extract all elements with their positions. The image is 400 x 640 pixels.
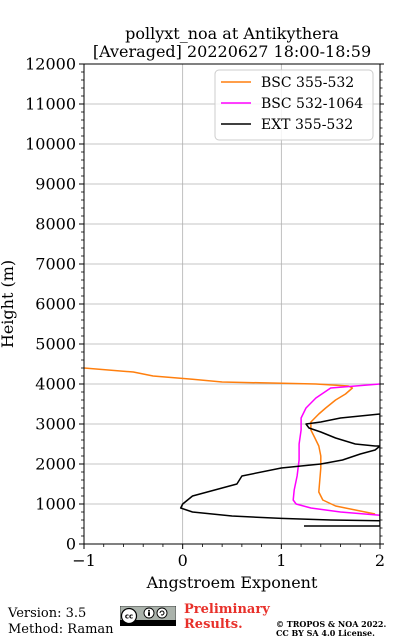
series-line-ext-355-532 [179,413,380,527]
legend-label: BSC 355-532 [261,75,354,91]
y-tick-label: 1000 [35,495,76,514]
x-tick-label: 1 [276,551,286,570]
legend: BSC 355-532 BSC 532-1064 EXT 355-532 [214,69,374,141]
x-axis-label: Angstroem Exponent [146,573,318,592]
data-curves [84,367,380,527]
y-tick-label: 9000 [35,175,76,194]
series-line-bsc-532-1064 [292,383,380,516]
y-tick-label: 0 [66,535,76,554]
legend-box [214,69,374,141]
series-line-bsc-355-532 [84,367,376,515]
preliminary-results-note: Preliminary Results. [184,602,270,632]
chart-title: pollyxt_noa at Antikythera [125,24,339,43]
y-tick-label: 4000 [35,375,76,394]
cc-license-badge: cc [120,606,176,626]
method-text: Method: Raman [8,622,114,637]
y-tick-label: 5000 [35,335,76,354]
copyright-line-2: CC BY SA 4.0 License. [276,628,375,638]
sa-icon [156,607,168,619]
x-tick-label: −1 [72,551,96,570]
legend-label: EXT 355-532 [261,117,353,133]
x-tick-label: 2 [375,551,385,570]
chart-subtitle: [Averaged] 20220627 18:00-18:59 [93,42,371,61]
copyright-note: © TROPOS & NOA 2022. CC BY SA 4.0 Licens… [276,620,386,638]
y-tick-label: 12000 [25,55,76,74]
y-tick-label: 11000 [25,95,76,114]
preliminary-line-2: Results. [184,617,243,632]
y-tick-label: 10000 [25,135,76,154]
y-axis-label: Height (m) [0,260,17,348]
legend-label: BSC 532-1064 [261,96,363,112]
x-tick-label: 0 [178,551,188,570]
y-tick-label: 8000 [35,215,76,234]
y-tick-label: 2000 [35,455,76,474]
cc-icon [120,607,138,625]
svg-text:cc: cc [125,613,133,621]
y-tick-label: 3000 [35,415,76,434]
version-text: Version: 3.5 [8,606,87,621]
copyright-line-1: © TROPOS & NOA 2022. [276,619,387,629]
y-tick-label: 7000 [35,255,76,274]
axis-ticks: 0 1000 2000 3000 4000 5000 6000 7000 8000 9000 100… [25,55,385,571]
preliminary-line-1: Preliminary [184,602,270,617]
y-tick-label: 6000 [35,295,76,314]
